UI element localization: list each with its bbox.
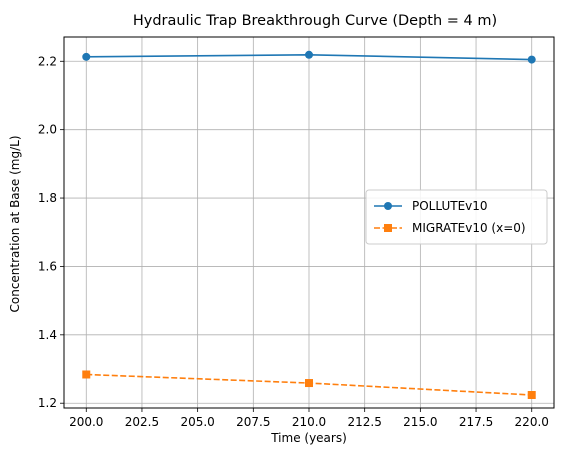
x-tick-label: 215.0 <box>403 415 437 429</box>
series-2-point <box>305 379 313 388</box>
x-tick-label: 212.5 <box>348 415 382 429</box>
x-tick-label: 202.5 <box>125 415 159 429</box>
y-axis-label: Concentration at Base (mg/L) <box>8 135 22 312</box>
series-1-point <box>305 50 313 59</box>
x-tick-label: 210.0 <box>292 415 326 429</box>
x-tick-label: 220.0 <box>515 415 549 429</box>
plot-series <box>82 50 536 400</box>
y-tick-label: 1.8 <box>38 191 57 205</box>
y-tick-label: 1.4 <box>38 328 57 342</box>
y-tick-label: 1.6 <box>38 259 57 273</box>
y-tick-label: 1.2 <box>38 396 57 410</box>
x-tick-label: 207.5 <box>236 415 270 429</box>
x-axis-label: Time (years) <box>270 431 347 445</box>
chart-title: Hydraulic Trap Breakthrough Curve (Depth… <box>133 13 497 29</box>
legend-label-1: POLLUTEv10 <box>412 199 488 213</box>
legend-label-2: MIGRATEv10 (x=0) <box>412 221 526 235</box>
series-1-point <box>527 55 536 64</box>
x-tick-label: 217.5 <box>459 415 493 429</box>
x-tick-label: 200.0 <box>69 415 103 429</box>
x-tick-label: 205.0 <box>180 415 214 429</box>
grid <box>64 37 554 408</box>
y-tick-label: 2.2 <box>38 54 57 68</box>
legend-marker-1 <box>384 202 392 210</box>
legend: POLLUTEv10 MIGRATEv10 (x=0) <box>365 189 548 245</box>
legend-marker-2 <box>384 224 392 232</box>
axes: 200.0 202.5 205.0 207.5 210.0 212.5 215.0 217.5… <box>38 54 549 429</box>
y-tick-label: 2.0 <box>38 123 57 137</box>
series-2-point <box>527 391 536 400</box>
legend-box <box>365 189 548 245</box>
series-2-point <box>82 370 91 379</box>
series-1-point <box>82 52 91 61</box>
